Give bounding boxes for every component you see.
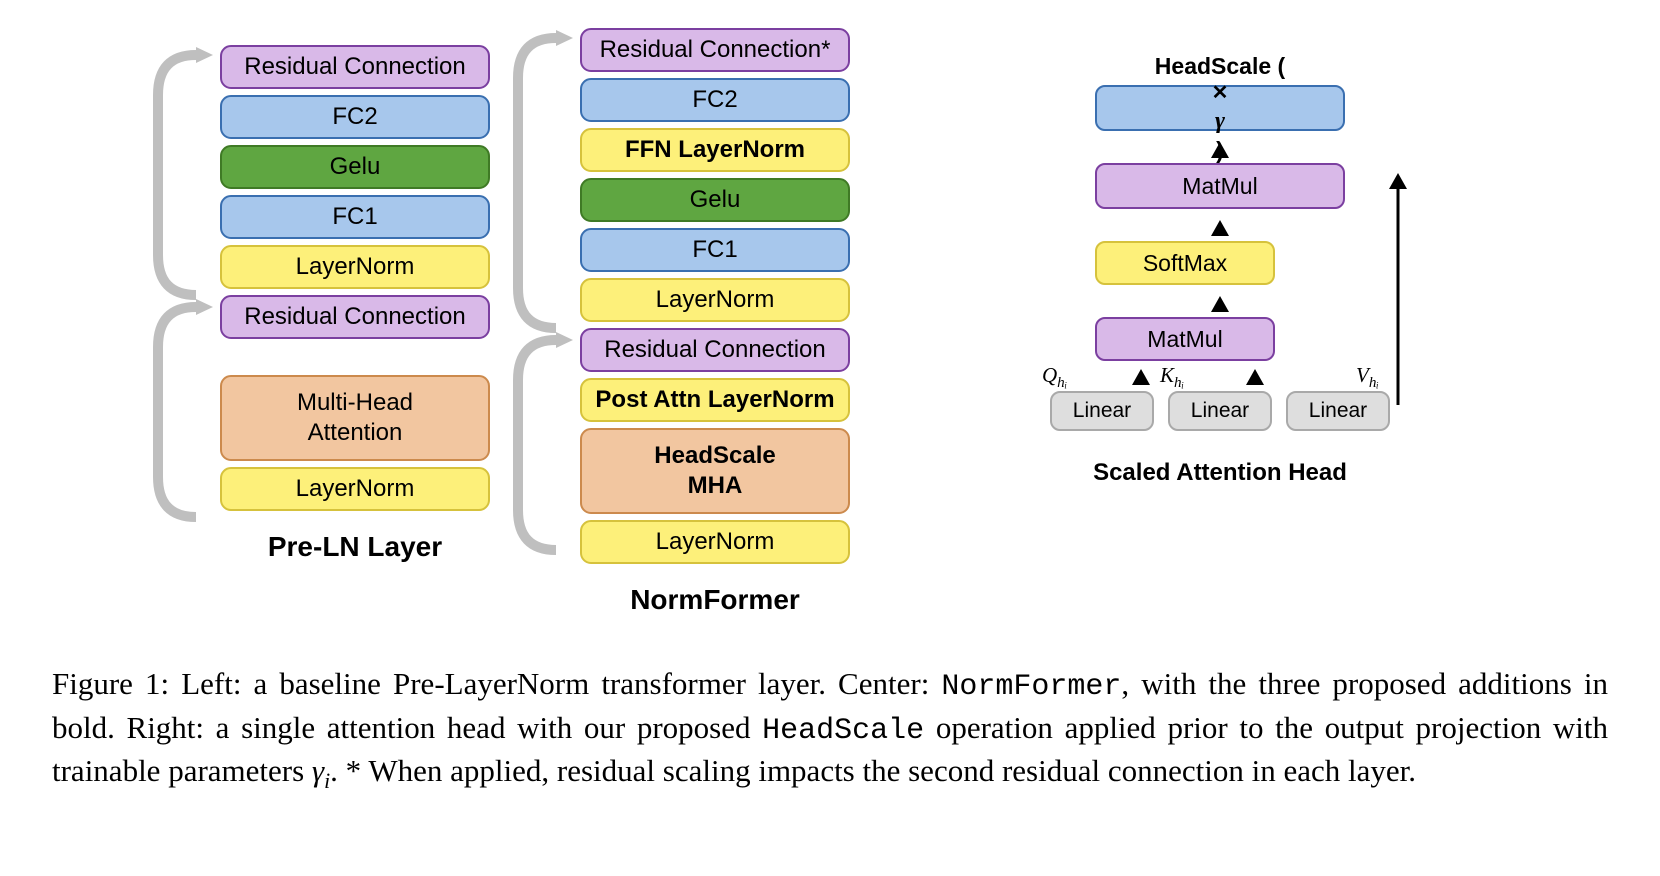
layer-block: Residual Connection* [580,28,850,72]
layer-block: LayerNorm [220,467,490,511]
arrowhead-up-icon [1211,220,1229,236]
layer-block: FC2 [220,95,490,139]
caption-mono-headscale: HeadScale [762,714,924,748]
arrowhead-up-icon [1132,369,1150,385]
normformer-column: Residual Connection* FC2 FFN LayerNorm Gelu… [565,28,865,616]
diagram-area: Residual ConnectionFC2GeluFC1LayerNormRe… [0,0,1660,640]
column-title: Pre-LN Layer [268,531,442,563]
attention-block: Linear [1050,391,1154,431]
linear-wrap: KhᵢLinear [1168,391,1272,437]
arrow-gap [1211,137,1229,163]
caption-text: , with the three [1121,666,1320,701]
arrow-gap [1211,291,1229,317]
layer-block: Gelu [220,145,490,189]
caption-text: operation [924,710,1053,745]
qkv-label: Khᵢ [1160,363,1184,392]
caption-text: Figure 1: Left: a baseline Pre-LayerNorm… [52,666,941,701]
arrowhead-up-icon [1211,142,1229,158]
linear-wrap: VhᵢLinear [1286,391,1390,437]
v-to-matmul-arrow [1384,167,1424,417]
layer-block: Residual Connection [220,45,490,89]
attention-block: SoftMax [1095,241,1275,285]
qkv-label: Qhᵢ [1042,363,1067,392]
layer-block: Residual Connection [580,328,850,372]
layer-block: Post Attn LayerNorm [580,378,850,422]
arrow-gap [1211,215,1229,241]
caption-gamma: γi [312,753,330,788]
qkv-label: Vhᵢ [1356,363,1379,392]
layer-block: FC1 [220,195,490,239]
figure-caption: Figure 1: Left: a baseline Pre-LayerNorm… [52,664,1608,796]
layer-block: LayerNorm [580,520,850,564]
layer-block: HeadScale MHA [580,428,850,514]
caption-text: impacts the second residual connection i… [758,753,1416,788]
scaled-attention-title: Scaled Attention Head [1093,459,1347,487]
figure-1: Residual ConnectionFC2GeluFC1LayerNormRe… [0,0,1660,876]
layer-block: Gelu [580,178,850,222]
qk-arrow-row [1050,367,1390,389]
linear-wrap: QhᵢLinear [1050,391,1154,437]
attention-block: HeadScale (✕γ) [1095,85,1345,131]
layer-block: LayerNorm [580,278,850,322]
caption-text: . * When applied, residual scaling [330,753,750,788]
layer-block: FC2 [580,78,850,122]
scaled-attention-column: HeadScale (✕γ)MatMulSoftMaxMatMulQhᵢLine… [1010,85,1430,487]
arrowhead-up-icon [1246,369,1264,385]
arrowhead-up-icon [1211,296,1229,312]
pre-ln-column: Residual Connection FC2 Gelu FC1 LayerNorm Re… [205,45,505,563]
attention-block: Linear [1286,391,1390,431]
column-title: NormFormer [630,584,800,616]
attention-block: MatMul [1095,317,1275,361]
layer-block: FC1 [580,228,850,272]
layer-block: LayerNorm [220,245,490,289]
attention-block: MatMul [1095,163,1345,209]
layer-block: FFN LayerNorm [580,128,850,172]
linear-row: QhᵢLinear KhᵢLinear VhᵢLinear [1050,391,1390,437]
attention-block: Linear [1168,391,1272,431]
caption-mono-normformer: NormFormer [941,670,1121,704]
layer-block: Multi-Head Attention [220,375,490,461]
layer-block: Residual Connection [220,295,490,339]
